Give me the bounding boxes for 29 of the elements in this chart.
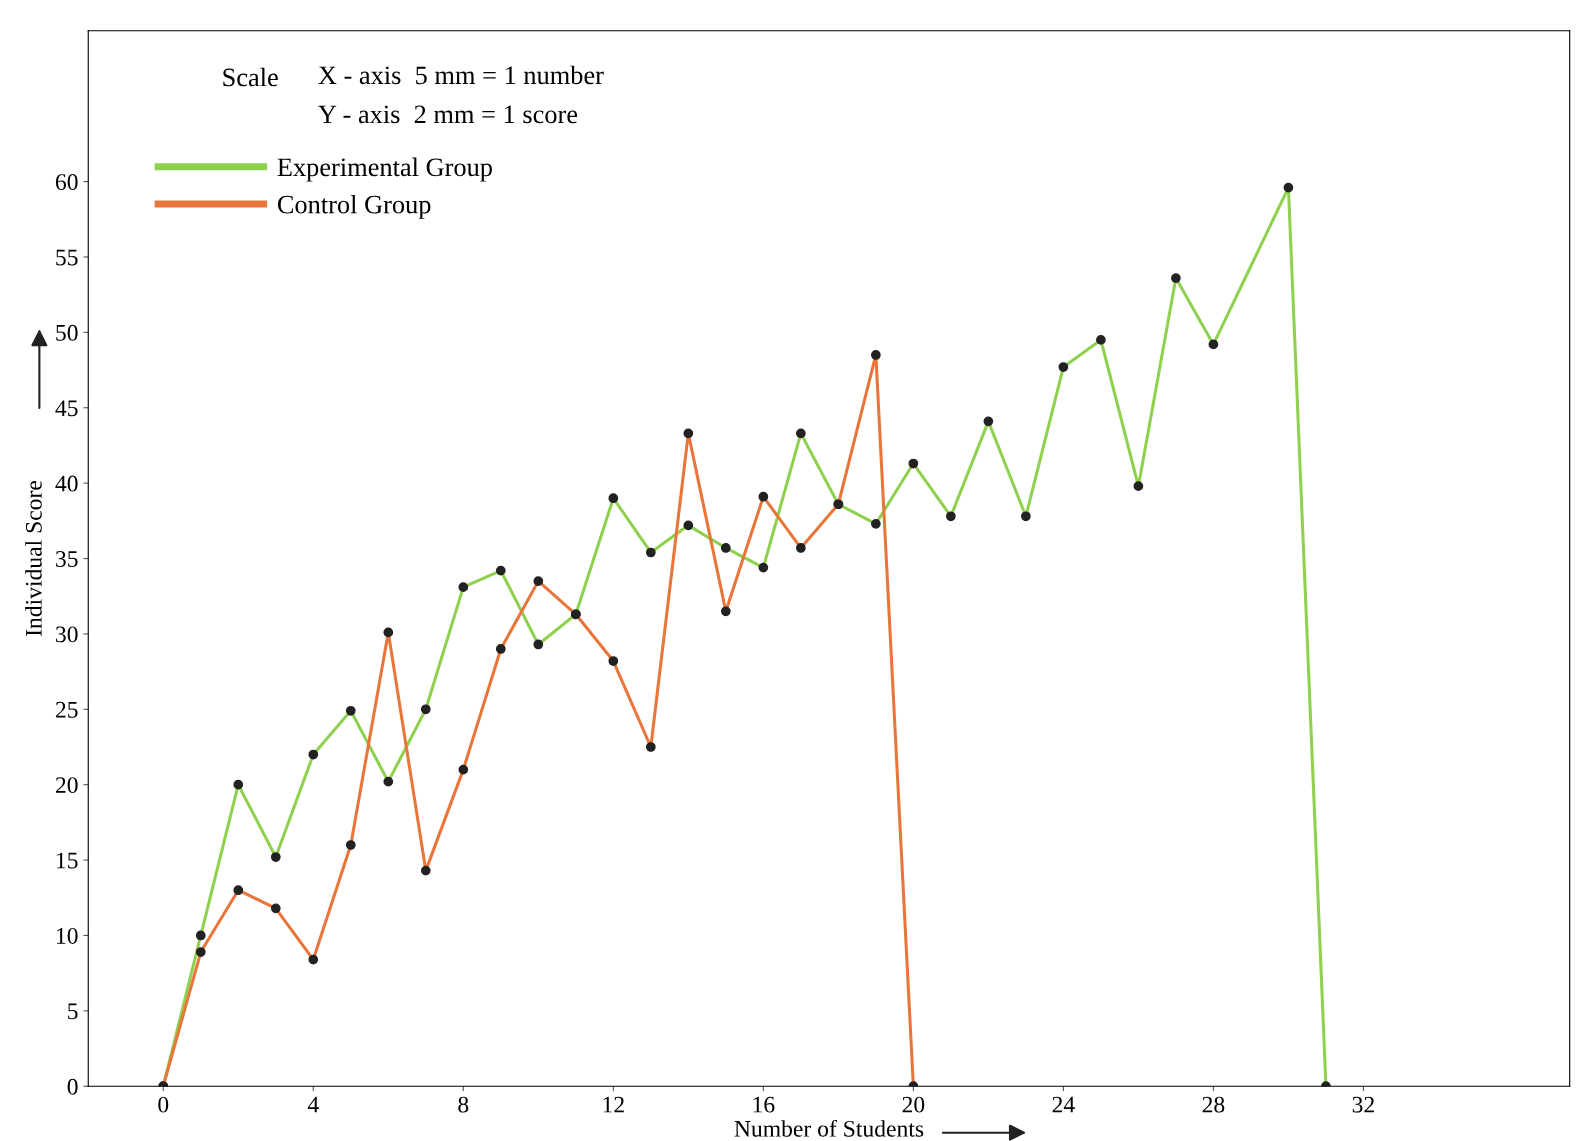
- x-tick-label: 12: [603, 1096, 624, 1113]
- x-tick-label: 20: [902, 1096, 925, 1113]
- y-tick-label: 35: [56, 551, 78, 567]
- y-tick-label: 55: [56, 249, 78, 266]
- x-tick-label: 0: [158, 1096, 169, 1113]
- y-tick-label: 15: [57, 852, 78, 869]
- y-tick-label: 45: [55, 400, 78, 417]
- annotation: Scale: [223, 67, 278, 87]
- legend-label: Experimental Group: [277, 157, 492, 182]
- x-tick-label: 24: [1052, 1096, 1075, 1113]
- x-tick-label: 32: [1352, 1096, 1374, 1113]
- x-tick-label: 28: [1202, 1096, 1225, 1113]
- x-axis-title: Number of Students: [734, 1119, 924, 1137]
- y-tick-label: 20: [55, 777, 78, 794]
- legend-label: Control Group: [277, 194, 431, 219]
- y-axis-title: Individual Score: [25, 480, 42, 637]
- x-tick-label: 16: [753, 1096, 775, 1113]
- y-tick-label: 30: [56, 626, 78, 643]
- annotation: Y - axis 2 mm = 1 score: [318, 105, 578, 124]
- x-tick-label: 4: [307, 1096, 319, 1113]
- x-tick-label: 8: [458, 1096, 469, 1113]
- y-tick-label: 25: [55, 701, 78, 718]
- y-tick-label: 10: [57, 927, 78, 944]
- y-tick-label: 0: [67, 1078, 78, 1095]
- annotation: X - axis 5 mm = 1 number: [318, 65, 604, 85]
- y-tick-label: 5: [68, 1003, 78, 1020]
- y-tick-label: 50: [56, 324, 78, 341]
- y-tick-label: 60: [55, 174, 78, 191]
- y-tick-label: 40: [55, 475, 78, 492]
